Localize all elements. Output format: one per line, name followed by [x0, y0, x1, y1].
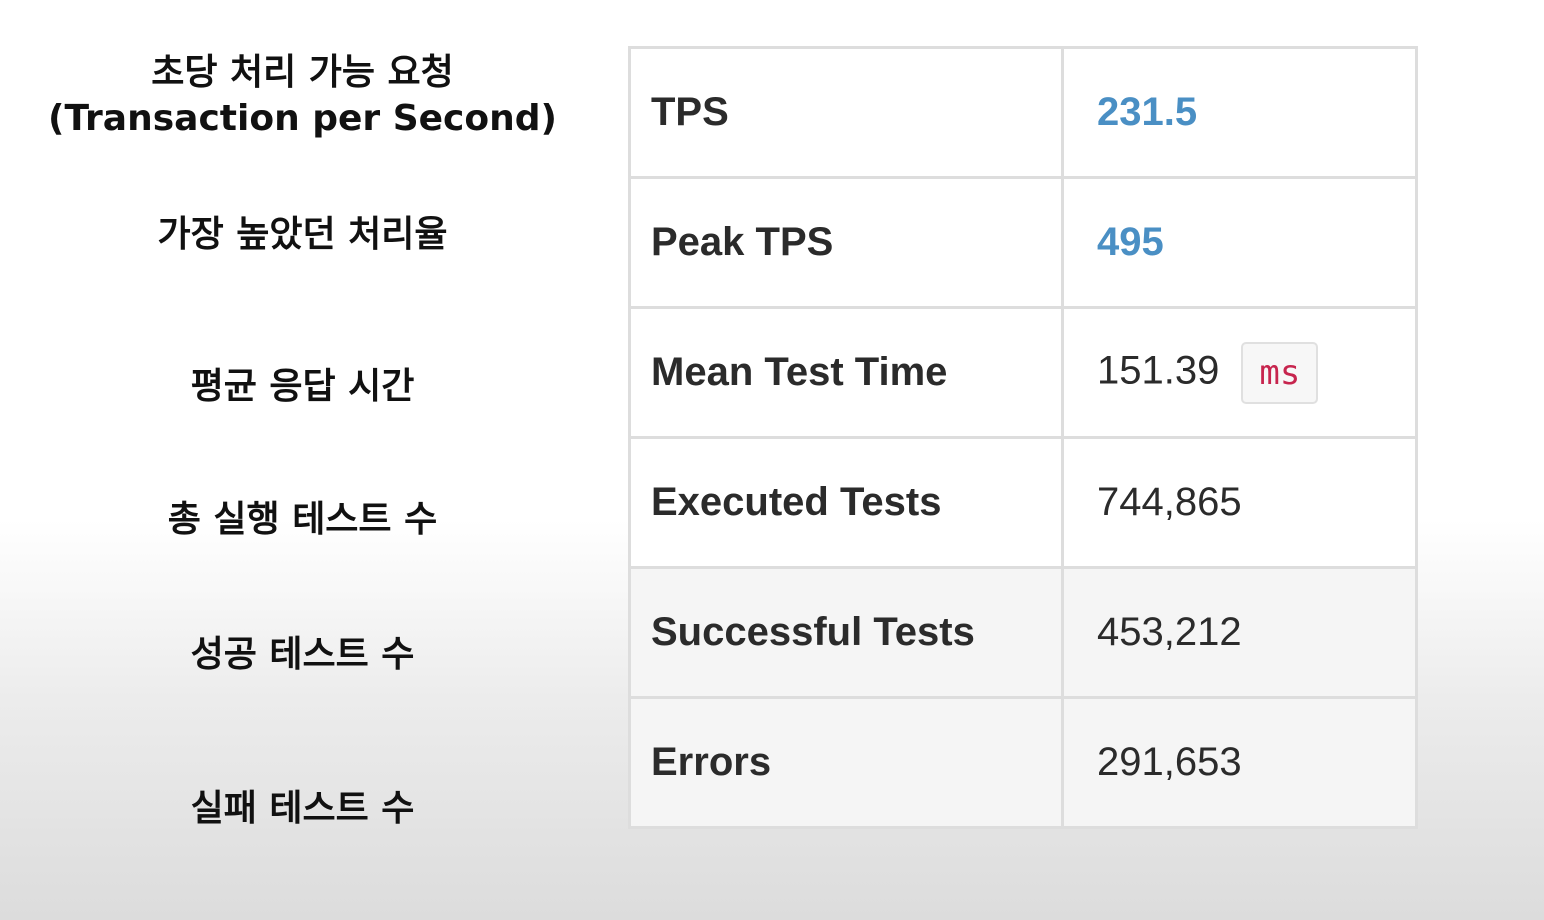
unit-badge-ms: ms: [1241, 341, 1319, 404]
table-row: Peak TPS 495: [628, 176, 1418, 309]
metric-value-tps: 231.5: [1061, 46, 1418, 179]
metric-label-successful-tests: Successful Tests: [628, 566, 1064, 699]
mean-test-time-number: 151.39: [1097, 348, 1220, 393]
annotation-tps-line2: (Transaction per Second): [48, 98, 557, 139]
metric-label-errors: Errors: [628, 696, 1064, 829]
metric-value-executed-tests: 744,865: [1061, 436, 1418, 569]
annotation-peak-tps: 가장 높았던 처리율: [157, 214, 448, 255]
annotation-tps: 초당 처리 가능 요청 (Transaction per Second): [0, 50, 605, 142]
annotation-errors: 실패 테스트 수: [190, 788, 415, 829]
korean-annotations: 초당 처리 가능 요청 (Transaction per Second) 가장 …: [0, 0, 600, 920]
table-row: Successful Tests 453,212: [628, 566, 1418, 699]
metric-label-peak-tps: Peak TPS: [628, 176, 1064, 309]
test-stats-table: TPS 231.5 Peak TPS 495 Mean Test Time 15…: [628, 46, 1418, 829]
metric-label-executed-tests: Executed Tests: [628, 436, 1064, 569]
metric-value-mean-test-time: 151.39 ms: [1061, 306, 1418, 439]
table-row: Mean Test Time 151.39 ms: [628, 306, 1418, 439]
metric-label-mean-test-time: Mean Test Time: [628, 306, 1064, 439]
table-row: Executed Tests 744,865: [628, 436, 1418, 569]
annotation-executed-tests: 총 실행 테스트 수: [167, 499, 438, 540]
annotation-successful-tests: 성공 테스트 수: [190, 634, 415, 675]
metric-value-errors: 291,653: [1061, 696, 1418, 829]
metric-value-peak-tps: 495: [1061, 176, 1418, 309]
table-row: Errors 291,653: [628, 696, 1418, 829]
table-row: TPS 231.5: [628, 46, 1418, 179]
annotation-tps-line1: 초당 처리 가능 요청: [151, 52, 454, 93]
annotation-mean-test-time: 평균 응답 시간: [190, 366, 415, 407]
metric-label-tps: TPS: [628, 46, 1064, 179]
metric-value-successful-tests: 453,212: [1061, 566, 1418, 699]
